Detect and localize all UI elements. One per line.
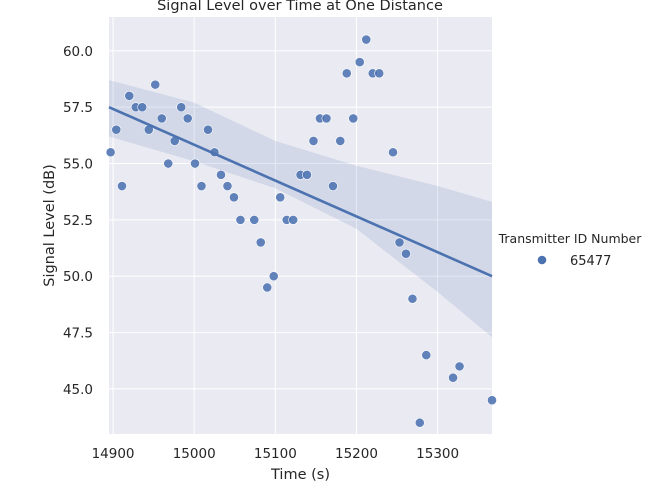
data-point: [229, 192, 239, 203]
data-point: [354, 57, 365, 67]
data-point: [150, 79, 161, 90]
data-point: [235, 214, 246, 225]
y-tick-label: 47.5: [63, 326, 93, 342]
data-point: [308, 136, 319, 146]
data-point: [262, 282, 273, 293]
data-point: [388, 147, 398, 158]
y-tick-label: 60.0: [63, 44, 93, 60]
data-point: [105, 147, 116, 158]
data-point: [111, 124, 122, 135]
x-tick-label: 15200: [335, 446, 378, 462]
data-point: [454, 361, 465, 372]
data-point: [203, 124, 213, 135]
y-axis-label: Signal Level (dB): [42, 164, 58, 287]
data-point: [124, 90, 135, 101]
data-point: [176, 102, 187, 113]
data-point: [268, 271, 279, 282]
data-point: [321, 113, 332, 124]
x-tick-label: 14900: [92, 446, 135, 462]
legend-title: Transmitter ID Number: [498, 231, 643, 246]
data-point: [117, 181, 127, 191]
data-point: [328, 181, 338, 191]
y-tick-label: 50.0: [63, 269, 93, 285]
data-point: [190, 158, 200, 169]
data-point: [255, 237, 266, 248]
plot-area: [109, 17, 492, 434]
confidence-band-area: [109, 80, 492, 338]
data-point: [275, 192, 286, 203]
data-point: [407, 293, 418, 304]
chart-title: Signal Level over Time at One Distance: [157, 0, 443, 14]
data-point: [288, 214, 299, 225]
data-point: [414, 417, 425, 428]
data-point: [421, 350, 432, 361]
data-point: [249, 214, 260, 225]
data-point: [448, 372, 458, 383]
legend-marker: [537, 255, 547, 265]
x-tick-label: 15000: [173, 446, 216, 462]
data-point: [487, 395, 497, 406]
data-point: [156, 113, 167, 124]
legend-label: 65477: [570, 254, 611, 269]
grid-lines: [109, 17, 492, 434]
legend: Transmitter ID Number 65477: [498, 231, 643, 269]
data-point: [401, 248, 411, 259]
y-tick-label: 57.5: [63, 100, 93, 116]
x-tick-label: 15100: [254, 446, 297, 462]
y-tick-label: 52.5: [63, 213, 93, 229]
data-point: [394, 237, 405, 248]
data-point: [182, 113, 193, 124]
x-axis-label: Time (s): [270, 467, 330, 483]
data-point: [361, 34, 372, 45]
tick-labels: 14900 15000 15100 15200 15300 45.0 47.5 50.0 52.…: [63, 44, 459, 462]
data-point: [163, 158, 174, 169]
data-point: [302, 169, 312, 180]
y-tick-label: 55.0: [63, 157, 93, 173]
data-point: [374, 68, 385, 79]
x-tick-label: 15300: [416, 446, 459, 462]
data-point: [137, 102, 148, 113]
data-point: [335, 136, 346, 146]
regression-line-group: [108, 105, 493, 278]
data-point: [222, 181, 233, 191]
regression-line: [108, 105, 493, 278]
confidence-band: [109, 80, 492, 338]
data-point: [341, 68, 352, 79]
y-tick-label: 45.0: [63, 382, 93, 398]
scatter-points: [105, 34, 497, 428]
data-point: [348, 113, 359, 124]
data-point: [216, 169, 226, 180]
data-point: [196, 181, 207, 191]
